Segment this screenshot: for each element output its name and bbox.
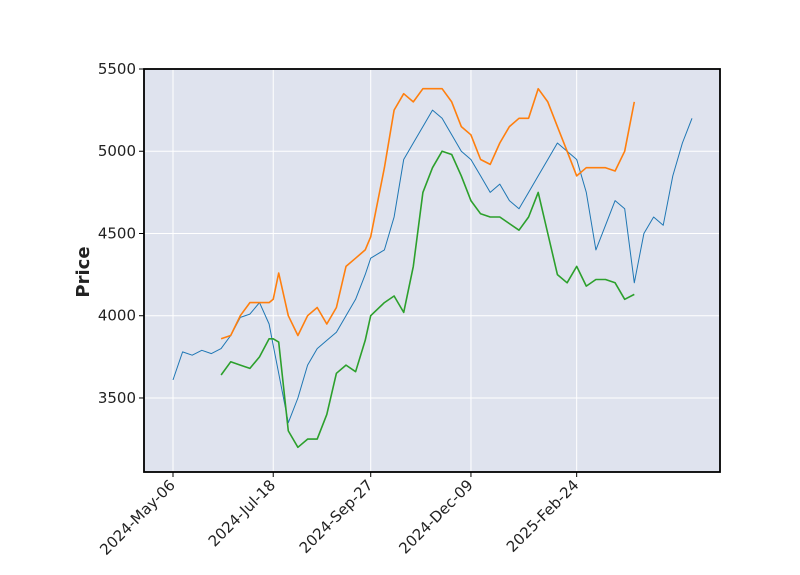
- y-tick-label: 3500: [98, 389, 136, 407]
- series-line-3: [220, 150, 635, 449]
- y-tick-label: 4000: [98, 307, 136, 325]
- series-line-1: [172, 109, 693, 424]
- x-tick-label: 2024-Dec-09: [395, 476, 476, 557]
- y-tick-label: 4500: [98, 224, 136, 242]
- plot-frame: [143, 68, 721, 473]
- x-tick-label: 2024-Sep-27: [296, 476, 377, 557]
- series-line-2: [220, 87, 636, 340]
- x-tick-label: 2024-Jul-18: [205, 476, 279, 550]
- plot-background: [144, 69, 720, 472]
- series-lines: [172, 87, 693, 449]
- y-axis-title: Price: [73, 246, 94, 297]
- x-tick-label: 2024-May-06: [96, 476, 179, 559]
- y-tick-label: 5500: [98, 60, 136, 78]
- x-tick-label: 2025-Feb-24: [503, 476, 583, 556]
- y-tick-label: 5000: [98, 142, 136, 160]
